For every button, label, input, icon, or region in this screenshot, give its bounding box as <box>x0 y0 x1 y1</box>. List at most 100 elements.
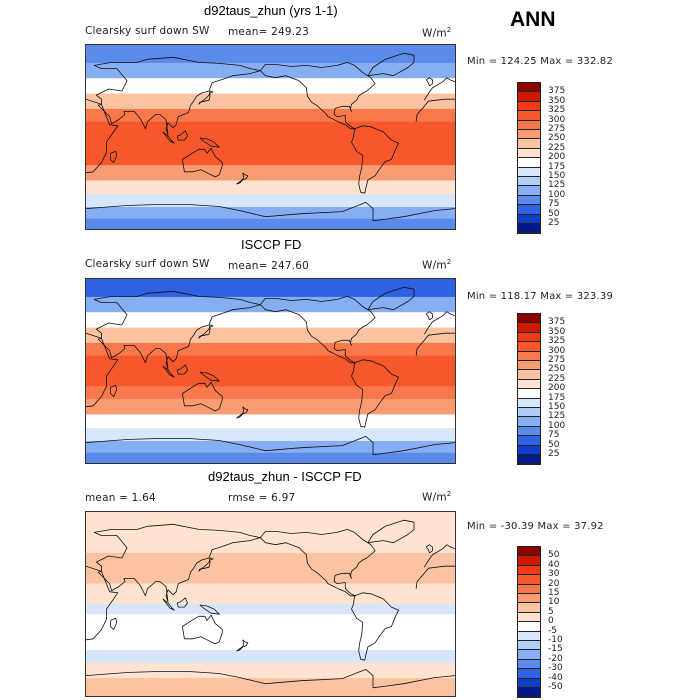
colorbar-tick-label: -5 <box>548 625 557 636</box>
colorbar-box <box>518 678 540 688</box>
lat-band--35 <box>86 165 455 181</box>
coastline-13 <box>199 604 220 615</box>
lat-band-65 <box>86 296 455 313</box>
colorbar-box <box>518 214 540 224</box>
colorbar-tick-label: 225 <box>548 373 566 384</box>
coastline-2 <box>93 290 261 370</box>
lat-band--85 <box>86 218 455 229</box>
colorbar-box <box>518 342 540 352</box>
coastline-12 <box>176 130 188 141</box>
coastline-8 <box>198 90 214 105</box>
colorbar-box <box>518 669 540 679</box>
colorbar-tick-label: 75 <box>548 199 560 210</box>
lat-band--35 <box>86 399 455 415</box>
lat-band--15 <box>86 614 455 625</box>
colorbar-tick-label: 300 <box>548 114 566 125</box>
coastline-8 <box>198 324 214 339</box>
lat-band--50 <box>86 650 455 664</box>
panel1-field-label: Clearsky surf down SW <box>85 25 210 37</box>
coastline-4 <box>259 295 376 364</box>
colorbar-tick-label: -50 <box>548 682 563 692</box>
colorbar-box <box>518 361 540 371</box>
coastline-5 <box>351 592 400 661</box>
lat-band-50 <box>86 312 455 329</box>
coastline-10 <box>425 311 433 321</box>
coastline-12 <box>176 364 188 375</box>
colorbar-box <box>518 408 540 418</box>
colorbar-tick-label: 75 <box>548 430 560 441</box>
colorbar-box <box>518 186 540 196</box>
colorbar-box <box>518 565 540 576</box>
colorbar-box <box>518 139 540 149</box>
colorbar-tick-label: 225 <box>548 142 566 153</box>
season-label: ANN <box>510 8 556 31</box>
coastline-7 <box>110 617 118 630</box>
colorbar-tick-label: 25 <box>548 218 560 228</box>
colorbar-tick-label: 275 <box>548 124 566 134</box>
coastline-3 <box>423 544 455 568</box>
colorbar-tick-label: 175 <box>548 161 566 172</box>
panel2-units: W/m2 <box>422 258 452 272</box>
colorbar-tick-label: 250 <box>548 364 566 375</box>
lat-band-5 <box>86 593 455 605</box>
coastline-3 <box>423 77 455 101</box>
coastline-6 <box>182 614 223 645</box>
coastline-15 <box>372 208 455 222</box>
colorbar-tick-label: -15 <box>548 644 563 655</box>
colorbar-tick-label: 0 <box>548 616 554 627</box>
panel2-minmax: Min = 118.17 Max = 323.39 <box>467 291 614 302</box>
colorbar-tick-label: 50 <box>548 550 560 561</box>
panel2-field-label: Clearsky surf down SW <box>85 258 210 270</box>
coastline-2 <box>93 56 261 136</box>
coastline-13 <box>199 137 220 148</box>
colorbar-box <box>518 205 540 215</box>
colorbar-tick-label: -40 <box>548 672 563 683</box>
panel3-units: W/m2 <box>422 490 452 504</box>
colorbar-box <box>518 332 540 343</box>
coastline-14 <box>236 639 249 652</box>
colorbar-box <box>518 120 540 130</box>
colorbar-tick-label: -30 <box>548 663 563 674</box>
coastline-16 <box>86 668 374 688</box>
colorbar-tick-label: -10 <box>548 635 563 645</box>
colorbar-tick-label: 15 <box>548 588 560 598</box>
lat-band--5 <box>86 604 455 615</box>
lat-band--62 <box>86 194 455 208</box>
coastline-11 <box>162 365 175 378</box>
panel2-colorbar <box>517 313 541 466</box>
coastline-15 <box>372 675 455 689</box>
panel3-minmax: Min = -30.39 Max = 37.92 <box>467 521 604 532</box>
lat-band-65 <box>86 62 455 79</box>
colorbar-tick-label: 40 <box>548 559 560 570</box>
lat-band-0 <box>86 365 455 377</box>
colorbar-tick-label: 150 <box>548 402 566 412</box>
lat-band--62 <box>86 428 455 442</box>
map-plot-0 <box>86 45 455 229</box>
colorbar-box <box>518 688 540 698</box>
colorbar-box <box>518 455 540 465</box>
coastline-11 <box>162 131 175 144</box>
colorbar-box <box>518 158 540 168</box>
colorbar-box <box>518 584 540 594</box>
lat-band--85 <box>86 452 455 463</box>
colorbar-box <box>518 224 540 234</box>
coastline-16 <box>86 435 374 455</box>
coastline-2 <box>93 523 261 603</box>
colorbar-tick-label: 375 <box>548 86 566 97</box>
lat-band-0 <box>86 131 455 143</box>
colorbar-box <box>518 426 540 437</box>
coastline-1 <box>415 565 455 589</box>
colorbar-box <box>518 389 540 399</box>
coastline-13 <box>199 371 220 382</box>
coastline-6 <box>182 381 223 412</box>
lat-band--80 <box>86 678 455 696</box>
colorbar-tick-label: 150 <box>548 171 566 181</box>
colorbar-tick-label: 100 <box>548 189 566 200</box>
colorbar-box <box>518 323 540 333</box>
colorbar-tick-label: 30 <box>548 569 560 580</box>
panel3-colorbar <box>517 546 541 699</box>
lat-band--50 <box>86 414 455 429</box>
colorbar-box <box>518 83 540 93</box>
coastline-12 <box>176 597 188 608</box>
colorbar-tick-label: 50 <box>548 208 560 219</box>
